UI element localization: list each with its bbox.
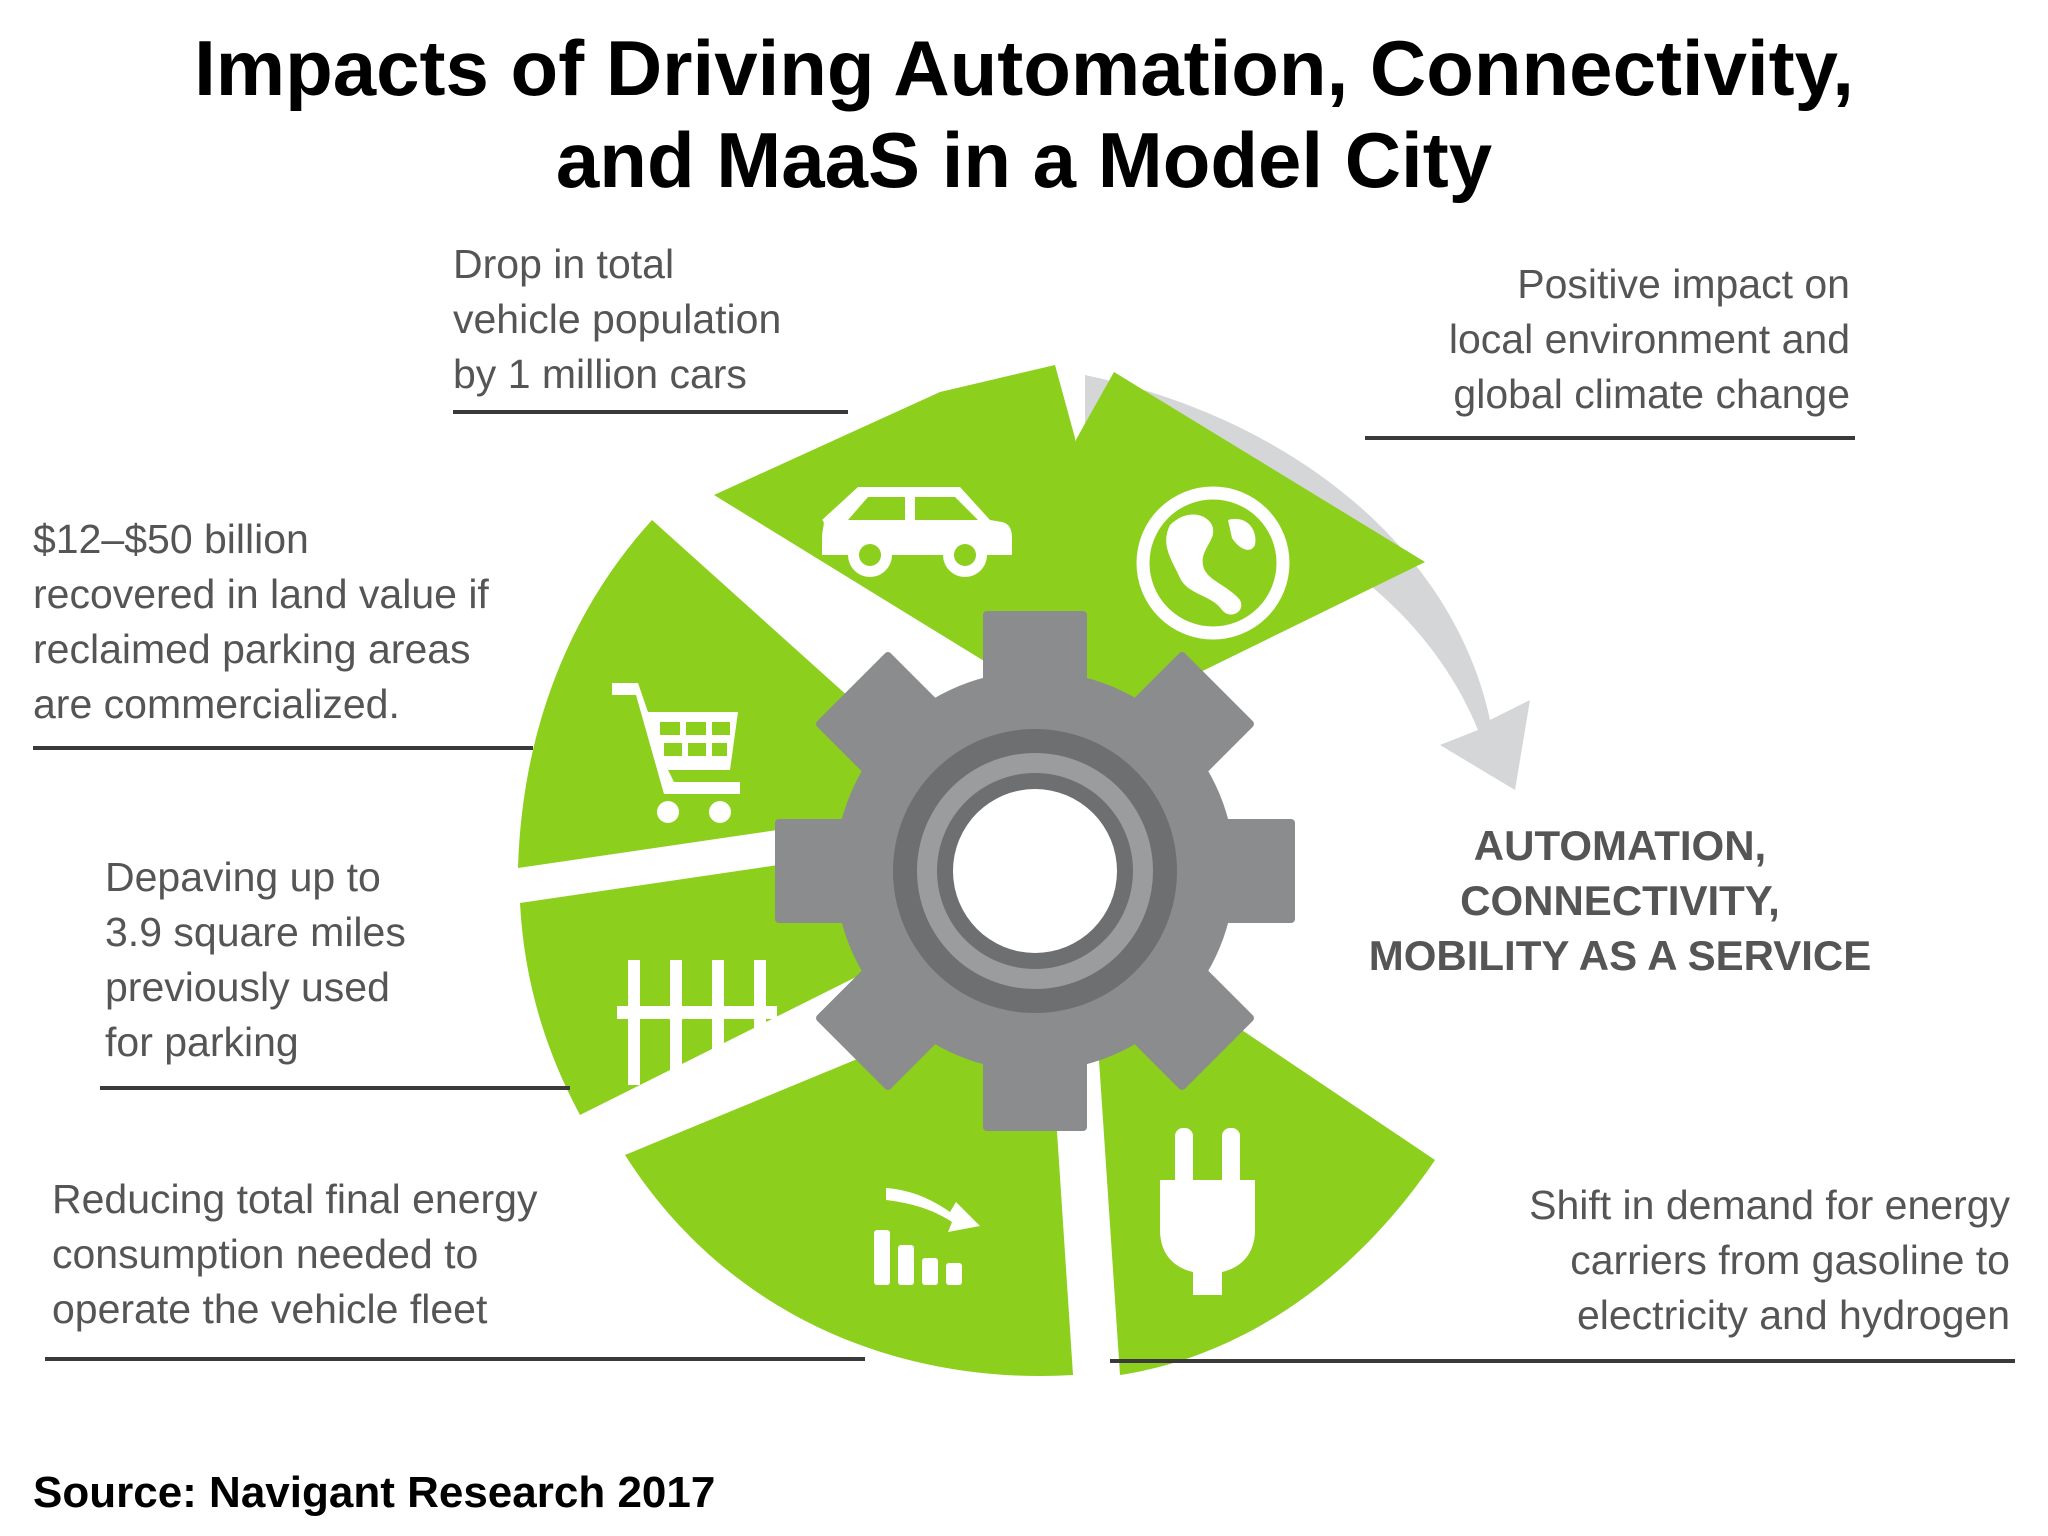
caption-line: consumption needed to (52, 1231, 479, 1277)
declining-bars-icon (874, 1188, 980, 1285)
caption-line: recovered in land value if (33, 571, 489, 617)
caption-line: Drop in total (453, 241, 675, 287)
caption-line: reclaimed parking areas (33, 626, 471, 672)
caption-line: Shift in demand for energy (1529, 1182, 2010, 1228)
caption-depaving: Depaving up to 3.9 square miles previous… (105, 850, 406, 1070)
caption-environment: Positive impact on local environment and… (1360, 257, 1850, 422)
rule-energy-shift (1110, 1359, 2015, 1363)
caption-vehicles: Drop in total vehicle population by 1 mi… (453, 237, 781, 402)
gear-icon (775, 611, 1295, 1131)
center-label-line-3: MOBILITY AS A SERVICE (1368, 932, 1872, 979)
caption-line: 3.9 square miles (105, 909, 406, 955)
caption-line: carriers from gasoline to (1570, 1237, 2010, 1283)
caption-line: operate the vehicle fleet (52, 1286, 488, 1332)
caption-line: Depaving up to (105, 854, 381, 900)
car-icon (822, 487, 1012, 577)
source-note: Source: Navigant Research 2017 (33, 1468, 716, 1517)
caption-land-value: $12–$50 billion recovered in land value … (33, 512, 489, 732)
caption-line: global climate change (1453, 371, 1850, 417)
center-label: AUTOMATION, CONNECTIVITY, MOBILITY AS A … (1290, 818, 1950, 983)
rule-energy (45, 1357, 865, 1361)
caption-line: local environment and (1448, 316, 1850, 362)
globe-icon (1136, 486, 1290, 640)
caption-line: for parking (105, 1019, 299, 1065)
rule-vehicles (453, 410, 848, 414)
caption-line: vehicle population (453, 296, 782, 342)
rule-environment (1365, 436, 1855, 440)
caption-line: Reducing total final energy (52, 1176, 538, 1222)
caption-energy: Reducing total final energy consumption … (52, 1172, 537, 1337)
segment-environment (1073, 372, 1425, 732)
caption-energy-shift: Shift in demand for energy carriers from… (1420, 1178, 2010, 1343)
caption-line: previously used (105, 964, 390, 1010)
title-line-2: and MaaS in a Model City (555, 116, 1493, 204)
title-line-1: Impacts of Driving Automation, Connectiv… (194, 24, 1854, 112)
caption-line: electricity and hydrogen (1576, 1292, 2010, 1338)
rule-land-value (33, 746, 533, 750)
parking-lot-icon (617, 960, 777, 1085)
page-title: Impacts of Driving Automation, Connectiv… (0, 22, 2048, 206)
plug-icon (1160, 1128, 1255, 1295)
caption-line: $12–$50 billion (33, 516, 309, 562)
caption-line: by 1 million cars (453, 351, 747, 397)
center-label-line-2: CONNECTIVITY, (1460, 877, 1780, 924)
segment-land-value (518, 520, 880, 868)
rule-depaving (100, 1086, 570, 1090)
caption-line: are commercialized. (33, 681, 400, 727)
caption-line: Positive impact on (1517, 261, 1850, 307)
shopping-cart-icon (612, 683, 740, 823)
center-label-line-1: AUTOMATION, (1473, 822, 1767, 869)
